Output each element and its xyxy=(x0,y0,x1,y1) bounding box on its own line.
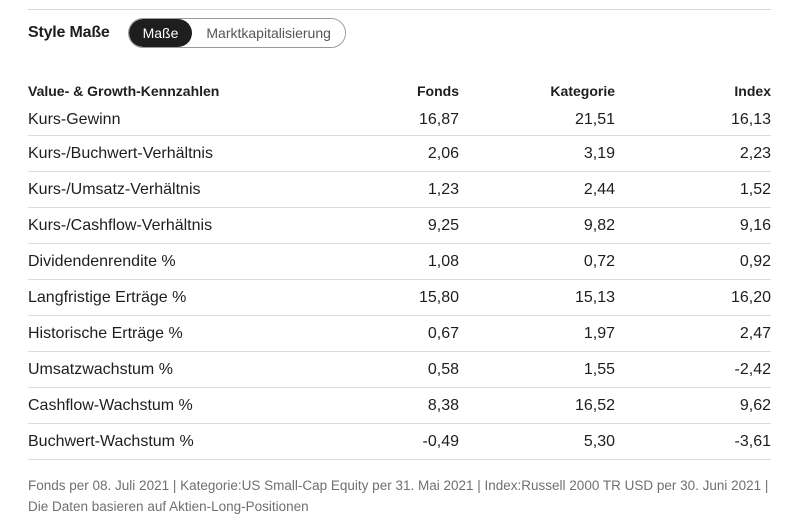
row-label: Historische Erträge % xyxy=(28,324,183,342)
column-header-kategorie: Kategorie xyxy=(550,83,615,99)
row-value-kategorie: 2,44 xyxy=(583,180,615,198)
table-row: Dividendenrendite % 1,08 0,72 0,92 xyxy=(28,244,771,280)
view-toggle: Maße Marktkapitalisierung xyxy=(127,18,346,48)
column-header-fonds: Fonds xyxy=(417,83,459,99)
row-value-index: -3,61 xyxy=(734,432,771,450)
row-value-index: 9,62 xyxy=(739,396,771,414)
row-label: Kurs-Gewinn xyxy=(28,110,121,128)
row-value-kategorie: 16,52 xyxy=(574,396,615,414)
row-label: Langfristige Erträge % xyxy=(28,288,187,306)
row-value-kategorie: 3,19 xyxy=(583,144,615,162)
row-value-fonds: -0,49 xyxy=(422,432,459,450)
row-value-kategorie: 21,51 xyxy=(574,110,615,128)
row-value-fonds: 1,23 xyxy=(427,180,459,198)
toggle-marktkapitalisierung-button[interactable]: Marktkapitalisierung xyxy=(192,19,345,47)
row-value-kategorie: 15,13 xyxy=(574,288,615,306)
table-row: Umsatzwachstum % 0,58 1,55 -2,42 xyxy=(28,352,771,388)
row-value-fonds: 1,08 xyxy=(427,252,459,270)
column-header-kennzahlen: Value- & Growth-Kennzahlen xyxy=(28,83,220,99)
row-value-kategorie: 9,82 xyxy=(583,216,615,234)
table-row: Kurs-/Cashflow-Verhältnis 9,25 9,82 9,16 xyxy=(28,208,771,244)
row-value-index: 16,20 xyxy=(730,288,771,306)
table-row: Kurs-Gewinn 16,87 21,51 16,13 xyxy=(28,104,771,136)
column-header-index: Index xyxy=(734,83,771,99)
row-value-fonds: 16,87 xyxy=(418,110,459,128)
row-label: Kurs-/Umsatz-Verhältnis xyxy=(28,180,201,198)
table-row: Cashflow-Wachstum % 8,38 16,52 9,62 xyxy=(28,388,771,424)
style-measures-table: Value- & Growth-Kennzahlen Fonds Kategor… xyxy=(28,78,771,460)
row-label: Umsatzwachstum % xyxy=(28,360,173,378)
row-value-index: 2,47 xyxy=(739,324,771,342)
row-value-index: 16,13 xyxy=(730,110,771,128)
row-value-index: 1,52 xyxy=(739,180,771,198)
table-row: Historische Erträge % 0,67 1,97 2,47 xyxy=(28,316,771,352)
row-value-fonds: 8,38 xyxy=(427,396,459,414)
table-header-row: Value- & Growth-Kennzahlen Fonds Kategor… xyxy=(28,78,771,104)
row-value-index: 0,92 xyxy=(739,252,771,270)
row-value-fonds: 2,06 xyxy=(427,144,459,162)
row-label: Dividendenrendite % xyxy=(28,252,176,270)
top-divider xyxy=(28,9,771,10)
section-title: Style Maße xyxy=(28,24,110,41)
row-value-kategorie: 5,30 xyxy=(583,432,615,450)
row-value-kategorie: 0,72 xyxy=(583,252,615,270)
row-value-kategorie: 1,55 xyxy=(583,360,615,378)
row-value-fonds: 0,67 xyxy=(427,324,459,342)
row-value-fonds: 9,25 xyxy=(427,216,459,234)
table-row: Buchwert-Wachstum % -0,49 5,30 -3,61 xyxy=(28,424,771,460)
row-label: Buchwert-Wachstum % xyxy=(28,432,194,450)
row-value-fonds: 15,80 xyxy=(418,288,459,306)
row-label: Kurs-/Cashflow-Verhältnis xyxy=(28,216,213,234)
row-value-index: -2,42 xyxy=(734,360,771,378)
table-row: Kurs-/Buchwert-Verhältnis 2,06 3,19 2,23 xyxy=(28,136,771,172)
row-value-index: 9,16 xyxy=(739,216,771,234)
row-label: Kurs-/Buchwert-Verhältnis xyxy=(28,144,213,162)
row-value-index: 2,23 xyxy=(739,144,771,162)
table-row: Langfristige Erträge % 15,80 15,13 16,20 xyxy=(28,280,771,316)
row-value-kategorie: 1,97 xyxy=(583,324,615,342)
data-footnote: Fonds per 08. Juli 2021 | Kategorie:US S… xyxy=(28,478,769,514)
toggle-masse-button[interactable]: Maße xyxy=(128,19,193,47)
section-header: Style Maße Maße Marktkapitalisierung xyxy=(28,18,346,48)
row-label: Cashflow-Wachstum % xyxy=(28,396,193,414)
table-row: Kurs-/Umsatz-Verhältnis 1,23 2,44 1,52 xyxy=(28,172,771,208)
row-value-fonds: 0,58 xyxy=(427,360,459,378)
